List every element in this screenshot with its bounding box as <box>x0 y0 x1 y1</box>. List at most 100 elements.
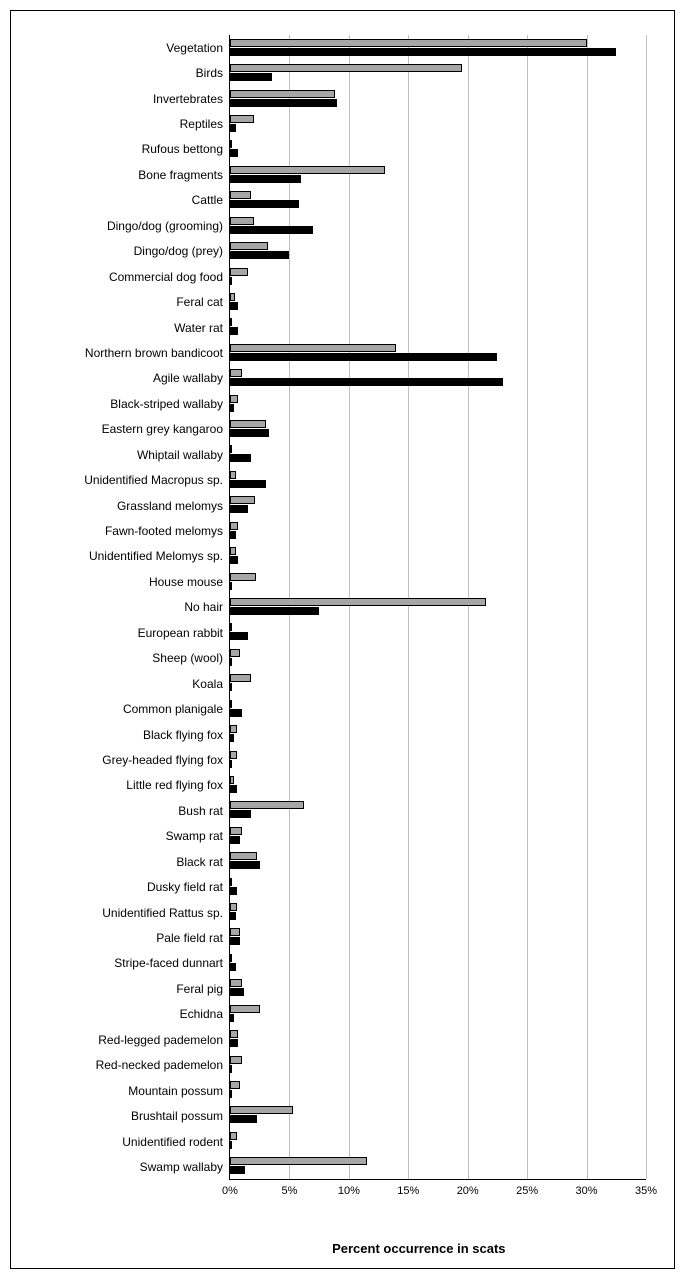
bar-series-light <box>230 420 266 428</box>
grid-line <box>527 35 528 1179</box>
bar-series-dark <box>230 582 232 590</box>
bar-series-light <box>230 751 237 759</box>
bar-series-light <box>230 623 232 631</box>
category-label: Red-legged pademelon <box>19 1027 229 1052</box>
grid-line <box>468 35 469 1179</box>
category-label: House mouse <box>19 569 229 594</box>
bar-series-dark <box>230 1166 245 1174</box>
bar-series-light <box>230 725 237 733</box>
category-label: Feral cat <box>19 289 229 314</box>
bar-series-light <box>230 928 240 936</box>
category-label: Unidentified rodent <box>19 1129 229 1154</box>
bar-series-light <box>230 522 238 530</box>
category-label: Water rat <box>19 315 229 340</box>
bar-series-light <box>230 776 234 784</box>
category-label: Commercial dog food <box>19 264 229 289</box>
x-tick: 30% <box>576 1185 598 1197</box>
bar-series-light <box>230 166 385 174</box>
bar-series-dark <box>230 556 238 564</box>
bar-series-light <box>230 268 248 276</box>
bar-series-light <box>230 700 232 708</box>
bar-series-light <box>230 573 256 581</box>
bar-series-dark <box>230 73 272 81</box>
category-label: Pale field rat <box>19 925 229 950</box>
bar-series-dark <box>230 709 242 717</box>
bar-series-light <box>230 496 255 504</box>
bar-series-dark <box>230 226 313 234</box>
x-tick: 20% <box>457 1185 479 1197</box>
bar-series-dark <box>230 912 236 920</box>
bar-series-light <box>230 293 235 301</box>
bar-series-dark <box>230 785 237 793</box>
bar-series-light <box>230 115 254 123</box>
bar-series-dark <box>230 836 240 844</box>
bar-series-light <box>230 1081 240 1089</box>
chart-container: VegetationBirdsInvertebratesReptilesRufo… <box>10 10 675 1269</box>
bar-series-dark <box>230 887 237 895</box>
bar-series-light <box>230 1132 237 1140</box>
bar-series-dark <box>230 175 301 183</box>
grid-line <box>646 35 647 1179</box>
bar-series-light <box>230 445 232 453</box>
x-axis-label: Percent occurrence in scats <box>332 1241 505 1256</box>
bar-series-light <box>230 191 251 199</box>
bar-series-dark <box>230 1014 234 1022</box>
bar-series-dark <box>230 658 232 666</box>
bar-series-light <box>230 954 232 962</box>
bar-series-dark <box>230 810 251 818</box>
category-label: Invertebrates <box>19 86 229 111</box>
bar-series-light <box>230 827 242 835</box>
bar-series-dark <box>230 251 289 259</box>
x-tick: 10% <box>338 1185 360 1197</box>
category-label: Dingo/dog (grooming) <box>19 213 229 238</box>
bar-series-dark <box>230 378 503 386</box>
category-label: Feral pig <box>19 976 229 1001</box>
category-label: No hair <box>19 595 229 620</box>
bar-series-light <box>230 140 232 148</box>
bar-series-dark <box>230 683 232 691</box>
x-tick: 25% <box>516 1185 538 1197</box>
bar-series-dark <box>230 937 240 945</box>
bar-series-dark <box>230 1090 232 1098</box>
bar-series-light <box>230 64 462 72</box>
bar-series-dark <box>230 124 236 132</box>
category-label: Agile wallaby <box>19 366 229 391</box>
category-label: Unidentified Rattus sp. <box>19 900 229 925</box>
bar-series-light <box>230 852 257 860</box>
x-tick: 0% <box>222 1185 238 1197</box>
bar-series-light <box>230 217 254 225</box>
bar-series-dark <box>230 988 244 996</box>
category-label: Birds <box>19 60 229 85</box>
bar-series-dark <box>230 760 232 768</box>
category-label: Stripe-faced dunnart <box>19 951 229 976</box>
bar-series-dark <box>230 48 616 56</box>
bar-series-dark <box>230 454 251 462</box>
bar-series-dark <box>230 353 497 361</box>
category-label: Fawn-footed melomys <box>19 518 229 543</box>
bar-series-dark <box>230 1065 232 1073</box>
grid-line <box>408 35 409 1179</box>
category-label: Mountain possum <box>19 1078 229 1103</box>
bar-series-light <box>230 649 240 657</box>
category-label: Reptiles <box>19 111 229 136</box>
bar-series-light <box>230 547 236 555</box>
bar-series-light <box>230 39 587 47</box>
bar-series-dark <box>230 480 266 488</box>
x-tick: 5% <box>281 1185 297 1197</box>
category-label: Swamp rat <box>19 824 229 849</box>
bar-series-dark <box>230 200 299 208</box>
bar-series-light <box>230 369 242 377</box>
bar-series-dark <box>230 505 248 513</box>
bar-series-dark <box>230 734 234 742</box>
bar-series-light <box>230 1106 293 1114</box>
category-label: Black rat <box>19 849 229 874</box>
bar-series-light <box>230 801 304 809</box>
category-label: Red-necked pademelon <box>19 1053 229 1078</box>
bar-series-light <box>230 471 236 479</box>
category-label: Unidentified Macropus sp. <box>19 467 229 492</box>
category-label: Northern brown bandicoot <box>19 340 229 365</box>
category-label: Dingo/dog (prey) <box>19 239 229 264</box>
category-label: Black-striped wallaby <box>19 391 229 416</box>
category-label: Eastern grey kangaroo <box>19 417 229 442</box>
bar-series-dark <box>230 277 232 285</box>
